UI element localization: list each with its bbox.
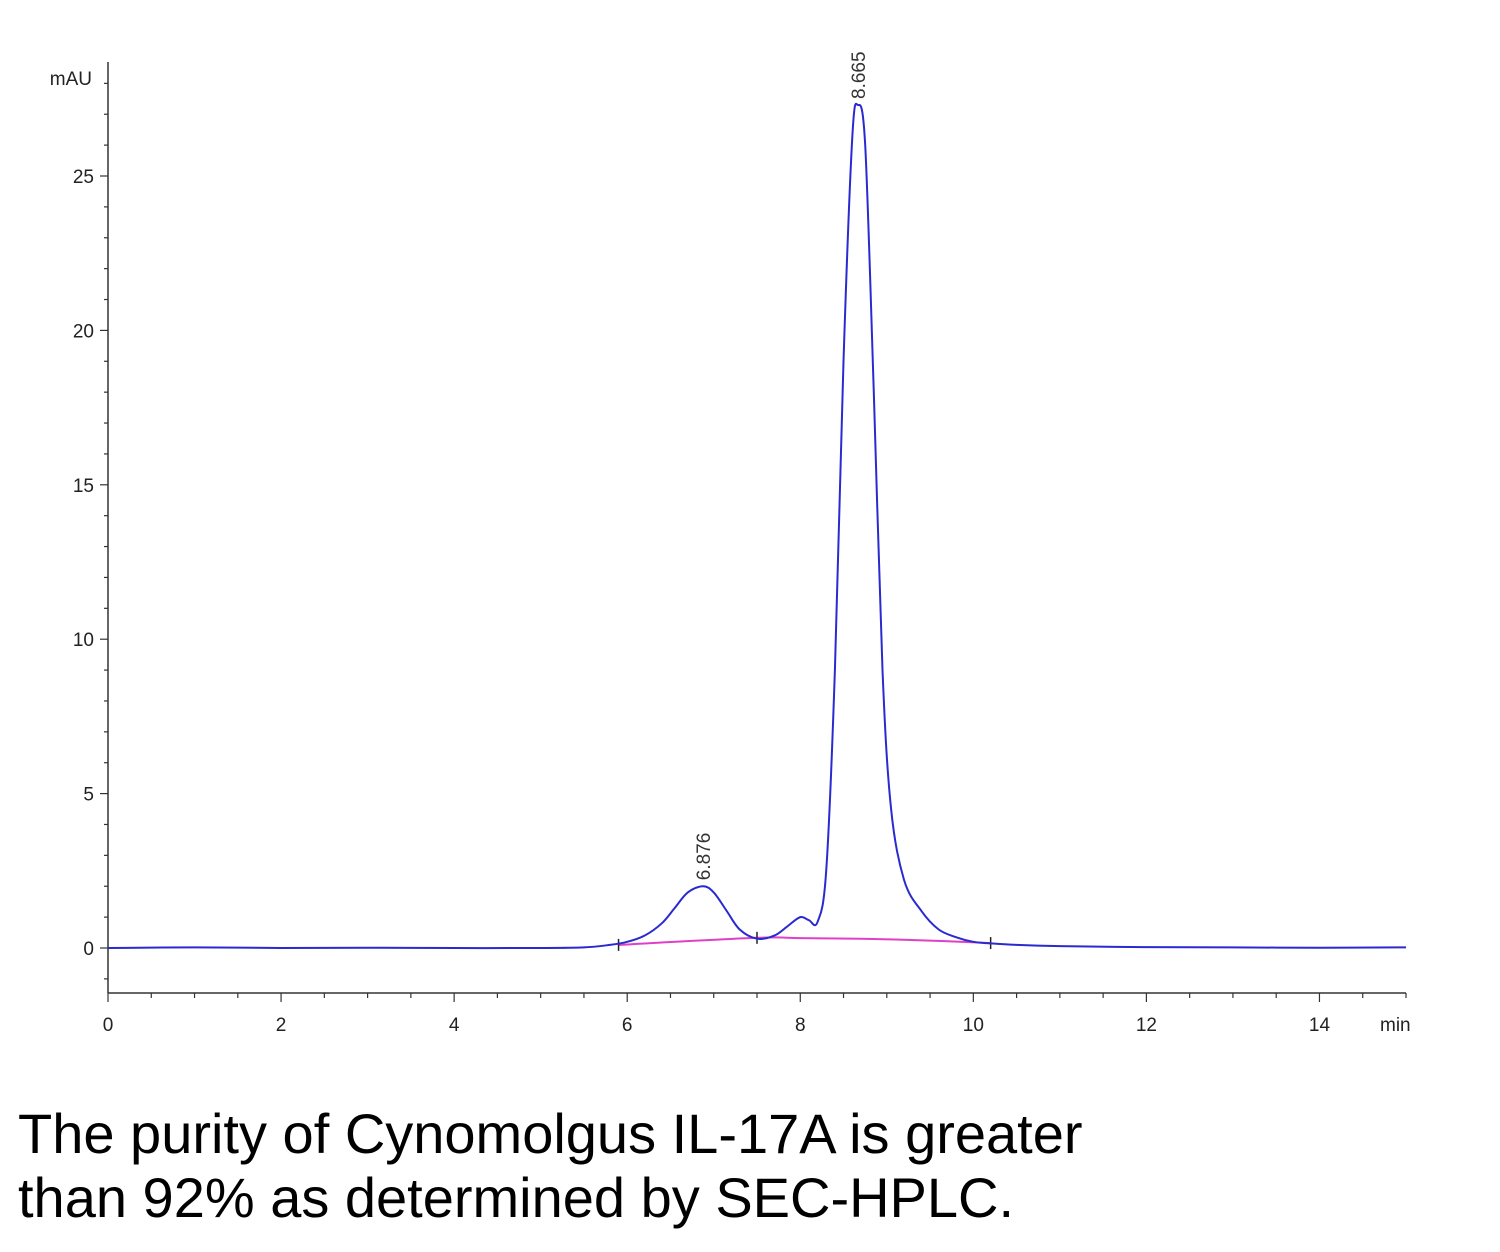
chromatogram-plot: 0 5 10 15 20 25 mAU 0 2 4 6 8 10 12 14 min 6.876 8.665 bbox=[50, 51, 1411, 1036]
signal-trace bbox=[107, 102, 1407, 950]
x-tick-label: 10 bbox=[963, 1015, 984, 1036]
caption-line-2: than 92% as determined by SEC-HPLC. bbox=[18, 1166, 1015, 1229]
x-tick-label: 2 bbox=[276, 1015, 287, 1036]
caption-line-1: The purity of Cynomolgus IL-17A is great… bbox=[18, 1102, 1083, 1165]
x-tick-label: 4 bbox=[449, 1015, 460, 1036]
figure-caption: The purity of Cynomolgus IL-17A is great… bbox=[18, 1102, 1478, 1230]
chromatogram-chart: 0 5 10 15 20 25 mAU 0 2 4 6 8 10 12 14 min 6.876 8.665 bbox=[50, 51, 1411, 1036]
x-tick-label: 0 bbox=[103, 1015, 114, 1036]
peak-retention-label: 6.876 bbox=[694, 833, 715, 881]
x-tick-label: 6 bbox=[622, 1015, 633, 1036]
x-tick-label: 8 bbox=[795, 1015, 806, 1036]
y-tick-label: 15 bbox=[73, 476, 94, 497]
peak-retention-label: 8.665 bbox=[849, 51, 870, 99]
y-tick-label: 10 bbox=[73, 630, 94, 651]
y-tick-label: 25 bbox=[73, 167, 94, 188]
x-tick-label: 14 bbox=[1309, 1015, 1331, 1036]
y-tick-label: 5 bbox=[83, 785, 94, 806]
y-tick-label: 20 bbox=[73, 321, 94, 342]
integration-baseline bbox=[618, 936, 991, 946]
x-tick-label: 12 bbox=[1136, 1015, 1157, 1036]
y-tick-label: 0 bbox=[83, 939, 94, 960]
x-axis-unit-label: min bbox=[1380, 1015, 1411, 1036]
y-axis-unit-label: mAU bbox=[50, 69, 92, 90]
